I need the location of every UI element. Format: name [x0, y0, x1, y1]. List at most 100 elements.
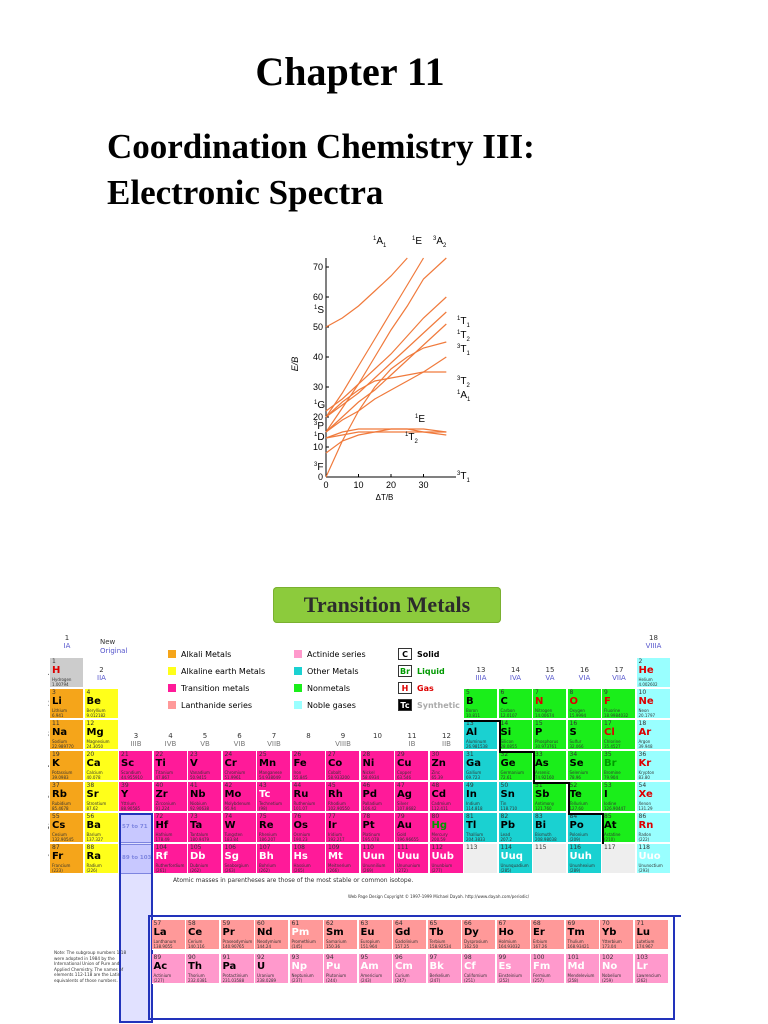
- element-symbol: C: [500, 696, 508, 707]
- element-cell: 71 Lu Lutetium 174.967: [634, 920, 669, 950]
- group-roman: VIIIA: [645, 642, 662, 650]
- element-symbol: Fr: [52, 851, 64, 862]
- element-name: Zirconium: [155, 801, 176, 806]
- element-symbol: Pa: [222, 961, 237, 972]
- atomic-mass: 54.938049: [259, 775, 281, 780]
- element-name: Gallium: [466, 770, 482, 775]
- state-label: Synthetic: [417, 701, 460, 710]
- element-cell: 108 Hs Hassium (265): [291, 844, 326, 874]
- atomic-number: 52: [569, 782, 578, 789]
- element-name: Fermium: [533, 973, 551, 978]
- atomic-number: 76: [293, 813, 302, 820]
- element-symbol: Es: [498, 961, 512, 972]
- atomic-number: 51: [535, 782, 543, 789]
- atomic-mass: 180.9479: [190, 837, 210, 842]
- element-symbol: S: [569, 727, 577, 738]
- element-symbol: Fm: [533, 961, 551, 972]
- element-name: Berkelium: [429, 973, 450, 978]
- atomic-mass: 195.078: [362, 837, 380, 842]
- element-cell: 1 H Hydrogen 1.00794: [50, 658, 84, 688]
- legend-label: Noble gases: [307, 701, 356, 710]
- element-symbol: Ru: [293, 789, 309, 800]
- element-name: Ytterbium: [602, 939, 622, 944]
- transition-metals-banner: Transition Metals: [273, 587, 501, 623]
- atomic-number: 10: [638, 689, 647, 696]
- group-number: 13: [476, 666, 486, 674]
- group-number: 2: [99, 666, 104, 674]
- element-name: Thulium: [567, 939, 584, 944]
- element-name: Rhodium: [328, 801, 346, 806]
- atomic-number: 14: [500, 720, 509, 727]
- term-label-right: 1T1: [457, 316, 470, 329]
- element-symbol: Pt: [362, 820, 375, 831]
- element-cell: 17 Cl Chlorine 35.4527: [602, 720, 636, 750]
- group-header: 3 IIIB: [119, 732, 153, 748]
- element-symbol: Sc: [121, 758, 135, 769]
- atomic-number: 98: [464, 954, 472, 961]
- element-name: Nickel: [362, 770, 375, 775]
- element-cell: 61 Pm Promethium (145): [289, 920, 324, 950]
- element-symbol: Cl: [604, 727, 615, 738]
- element-symbol: Th: [188, 961, 202, 972]
- atomic-number: 93: [291, 954, 300, 961]
- element-cell: 6 C Carbon 12.0107: [498, 689, 533, 719]
- element-cell: 104 Rf Rutherfordium (261): [153, 844, 188, 874]
- element-symbol: Os: [293, 820, 308, 831]
- element-name: Platinum: [362, 832, 381, 837]
- element-symbol: Ga: [466, 758, 481, 769]
- side-note: Note: The subgroup numbers 1-18 were ado…: [54, 950, 127, 983]
- atomic-number: 1: [52, 658, 56, 665]
- element-cell: 46 Pd Palladium 106.42: [360, 782, 395, 812]
- atomic-number: 33: [535, 751, 543, 758]
- element-name: Dysprosium: [464, 939, 488, 944]
- element-name: Radium: [86, 863, 102, 868]
- atomic-mass: (222): [638, 837, 650, 842]
- element-symbol: Cu: [397, 758, 412, 769]
- element-name: Lanthanum: [153, 939, 177, 944]
- element-name: Nitrogen: [535, 708, 553, 713]
- atomic-number: 87: [52, 844, 60, 851]
- element-name: Indium: [466, 801, 480, 806]
- element-symbol: Sg: [224, 851, 239, 862]
- atomic-mass: 14.00674: [535, 713, 555, 718]
- group-number: 17: [614, 666, 624, 674]
- energy-curve: [325, 356, 447, 433]
- x-axis-label: ΔT/B: [376, 493, 394, 502]
- atomic-number: 68: [533, 920, 541, 927]
- element-symbol: Rf: [155, 851, 168, 862]
- y-tick-label: 30: [313, 382, 323, 392]
- metal-nonmetal-boundary: [464, 720, 499, 722]
- element-name: Nobelium: [602, 973, 622, 978]
- element-name: Mendelevium: [567, 973, 595, 978]
- element-cell: 118 Uuo Ununoctium (293): [636, 844, 671, 874]
- element-name: Ununnilium: [362, 863, 386, 868]
- element-cell: 64 Gd Gadolinium 157.25: [393, 920, 427, 950]
- element-cell: 47 Ag Silver 107.8682: [395, 782, 429, 812]
- element-cell: 11 Na Sodium 22.989770: [50, 720, 84, 750]
- legend-item-transition: Transition metals: [168, 684, 249, 693]
- element-name: Ununbium: [431, 863, 453, 868]
- atomic-mass: 114.818: [466, 806, 483, 811]
- group-number: 11: [407, 732, 417, 740]
- element-symbol: Nb: [190, 789, 206, 800]
- atomic-mass: 131.29: [638, 806, 653, 811]
- atomic-number: 28: [362, 751, 371, 758]
- legend-label: Transition metals: [181, 684, 250, 693]
- element-symbol: B: [466, 696, 474, 707]
- element-name: Protactinium: [222, 973, 248, 978]
- term-label-right: 1T2: [457, 330, 470, 343]
- element-symbol: Cs: [52, 820, 66, 831]
- element-symbol: Sr: [86, 789, 99, 800]
- atomic-mass: 39.948: [638, 744, 653, 749]
- element-name: Aluminum: [466, 739, 487, 744]
- group-roman: VA: [545, 674, 555, 682]
- atomic-mass: (277): [431, 868, 443, 873]
- atomic-mass: 20.1797: [638, 713, 656, 718]
- atomic-mass: (145): [291, 944, 303, 949]
- element-cell: 49 In Indium 114.818: [464, 782, 498, 812]
- element-symbol: Uub: [431, 851, 454, 862]
- element-cell: 14 Si Silicon 28.0855: [498, 720, 533, 750]
- element-symbol: Np: [291, 961, 308, 972]
- element-name: Europium: [360, 939, 380, 944]
- element-name: Fluorine: [604, 708, 621, 713]
